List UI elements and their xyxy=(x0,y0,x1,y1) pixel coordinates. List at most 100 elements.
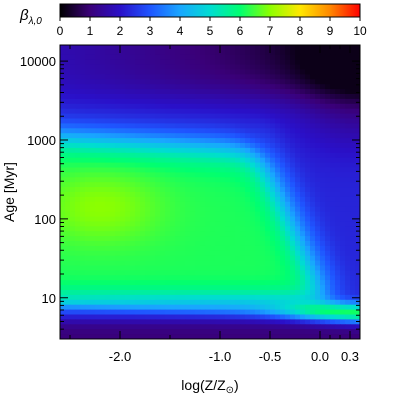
heatmap-cell xyxy=(75,280,81,286)
heatmap-cell xyxy=(295,314,301,320)
heatmap-cell xyxy=(245,84,251,90)
heatmap-cell xyxy=(240,152,246,159)
heatmap-cell xyxy=(180,147,186,154)
heatmap-cell xyxy=(345,167,351,173)
heatmap-cell xyxy=(235,79,241,85)
heatmap-cell xyxy=(350,118,356,124)
heatmap-cell xyxy=(355,123,360,129)
heatmap-cell xyxy=(145,260,151,267)
heatmap-cell xyxy=(265,79,271,85)
heatmap-cell xyxy=(165,255,171,262)
heatmap-cell xyxy=(145,162,151,169)
heatmap-cell xyxy=(180,275,186,281)
heatmap-cell xyxy=(135,69,141,75)
heatmap-cell xyxy=(210,138,216,144)
heatmap-cell xyxy=(255,260,261,267)
heatmap-cell xyxy=(205,206,211,213)
heatmap-cell xyxy=(285,231,291,237)
heatmap-cell xyxy=(110,143,116,149)
heatmap-cell xyxy=(70,221,76,227)
heatmap-cell xyxy=(305,294,311,301)
heatmap-cell xyxy=(125,241,131,247)
heatmap-cell xyxy=(265,236,271,242)
heatmap-cell xyxy=(70,245,76,252)
heatmap-cell xyxy=(90,118,96,124)
heatmap-cell xyxy=(240,74,246,80)
heatmap-cell xyxy=(65,241,71,247)
heatmap-cell xyxy=(205,172,211,178)
heatmap-cell xyxy=(255,64,261,71)
heatmap-cell xyxy=(190,304,196,311)
heatmap-cell xyxy=(260,118,266,124)
heatmap-cell xyxy=(125,177,131,183)
heatmap-cell xyxy=(120,103,126,110)
heatmap-cell xyxy=(340,270,346,276)
heatmap-cell xyxy=(200,118,206,124)
heatmap-cell xyxy=(195,192,201,198)
heatmap-cell xyxy=(275,241,281,247)
heatmap-cell xyxy=(65,84,71,90)
heatmap-cell xyxy=(325,299,331,306)
heatmap-cell xyxy=(160,245,166,252)
heatmap-cell xyxy=(320,304,326,311)
heatmap-cell xyxy=(135,241,141,247)
heatmap-cell xyxy=(275,118,281,124)
heatmap-cell xyxy=(325,138,331,144)
heatmap-cell xyxy=(155,290,161,296)
heatmap-cell xyxy=(240,143,246,149)
heatmap-cell xyxy=(315,133,321,139)
heatmap-cell xyxy=(160,133,166,139)
heatmap-cell xyxy=(80,216,86,222)
heatmap-cell xyxy=(105,138,111,144)
heatmap-cell xyxy=(320,221,326,227)
heatmap-cell xyxy=(80,270,86,276)
heatmap-cell xyxy=(345,265,351,271)
heatmap-cell xyxy=(95,98,101,105)
heatmap-cell xyxy=(275,167,281,173)
heatmap-cell xyxy=(195,241,201,247)
heatmap-cell xyxy=(285,94,291,100)
heatmap-cell xyxy=(175,157,181,164)
heatmap-cell xyxy=(110,177,116,183)
heatmap-cell xyxy=(250,275,256,281)
heatmap-cell xyxy=(150,108,156,115)
heatmap-cell xyxy=(315,314,321,320)
heatmap-cell xyxy=(205,201,211,208)
x-tick-label: -1.0 xyxy=(209,349,231,364)
heatmap-cell xyxy=(250,74,256,80)
heatmap-cell xyxy=(295,192,301,198)
heatmap-cell xyxy=(155,138,161,144)
heatmap-cell xyxy=(165,79,171,85)
heatmap-cell xyxy=(140,94,146,100)
heatmap-cell xyxy=(85,172,91,178)
heatmap-cell xyxy=(265,69,271,75)
heatmap-cell xyxy=(185,250,191,257)
heatmap-cell xyxy=(320,265,326,271)
heatmap-cell xyxy=(190,162,196,169)
heatmap-cell xyxy=(75,138,81,144)
heatmap-cell xyxy=(60,285,66,291)
heatmap-cell xyxy=(265,216,271,222)
heatmap-cell xyxy=(230,211,236,218)
heatmap-cell xyxy=(195,182,201,188)
heatmap-cell xyxy=(125,182,131,188)
heatmap-cell xyxy=(140,177,146,183)
heatmap-cell xyxy=(125,280,131,286)
heatmap-cell xyxy=(340,45,346,51)
heatmap-cell xyxy=(355,329,360,335)
heatmap-cell xyxy=(355,89,360,95)
heatmap-cell xyxy=(105,123,111,129)
heatmap-cell xyxy=(240,245,246,252)
heatmap-cell xyxy=(325,118,331,124)
heatmap-cell xyxy=(70,299,76,306)
heatmap-cell xyxy=(320,255,326,262)
heatmap-cell xyxy=(295,324,301,330)
heatmap-cell xyxy=(185,113,191,120)
heatmap-cell xyxy=(305,221,311,227)
heatmap-cell xyxy=(215,143,221,149)
heatmap-cell xyxy=(100,211,106,218)
heatmap-cell xyxy=(270,196,276,203)
plot-frame xyxy=(59,44,361,340)
heatmap-cell xyxy=(220,250,226,257)
heatmap-cell xyxy=(210,103,216,110)
